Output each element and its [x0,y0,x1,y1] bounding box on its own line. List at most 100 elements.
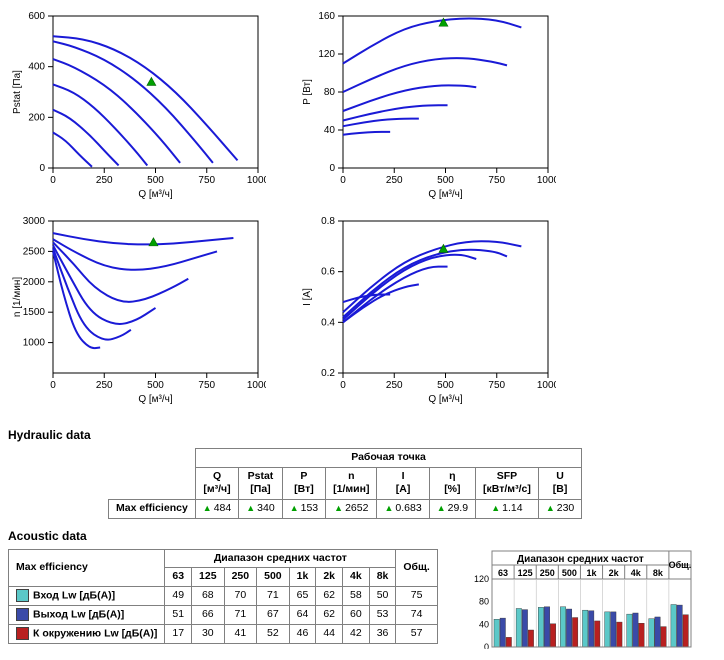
svg-text:Pstat [Па]: Pstat [Па] [12,70,23,114]
svg-text:Диапазон средних частот: Диапазон средних частот [517,554,644,565]
marker-triangle-icon: ▲ [246,503,255,513]
svg-text:40: 40 [479,619,489,629]
svg-text:2k: 2k [608,568,619,578]
svg-text:40: 40 [324,125,336,136]
svg-text:500: 500 [437,175,454,186]
chart-grid: 025050075010000200400600Q [м³/ч]Pstat [П… [8,8,716,408]
acoustic-row-label: Вход Lw [дБ(A)] [9,586,165,605]
chart-i-svg: 025050075010000.20.40.60.8Q [м³/ч]I [A] [298,213,556,405]
hydraulic-cell: ▲29.9 [429,499,475,518]
acoustic-cell: 64 [289,605,316,624]
acoustic-band-header: 63 [165,568,192,587]
acoustic-cell: 70 [224,586,257,605]
svg-text:0.8: 0.8 [321,216,335,227]
svg-text:2500: 2500 [23,246,46,257]
chart-pstat-svg: 025050075010000200400600Q [м³/ч]Pstat [П… [8,8,266,200]
svg-text:80: 80 [324,87,336,98]
svg-text:1k: 1k [586,568,597,578]
acoustic-band-header: 4k [343,568,370,587]
acoustic-cell: 71 [257,586,290,605]
hydraulic-cell: ▲230 [538,499,581,518]
hydraulic-col-header: n[1/мин] [326,467,377,499]
hydraulic-table: Рабочая точкаQ[м³/ч]Pstat[Па]P[Вт]n[1/ми… [108,448,582,519]
svg-text:Общ.: Общ. [668,560,691,570]
svg-text:0: 0 [50,380,56,391]
legend-swatch-icon [16,627,29,640]
acoustic-band-header: 2k [316,568,343,587]
legend-swatch-icon [16,608,29,621]
svg-text:250: 250 [386,175,403,186]
hydraulic-super-header: Рабочая точка [195,449,581,468]
marker-triangle-icon: ▲ [491,503,500,513]
svg-text:0: 0 [340,175,346,186]
acoustic-total-header: Общ. [396,549,437,586]
acoustic-title: Acoustic data [8,529,716,543]
acoustic-table: Max efficiencyДиапазон средних частотОбщ… [8,549,438,644]
acoustic-row-label: Выход Lw [дБ(A)] [9,605,165,624]
svg-text:250: 250 [96,175,113,186]
svg-text:0.2: 0.2 [321,368,335,379]
svg-text:750: 750 [488,175,505,186]
svg-text:750: 750 [488,380,505,391]
marker-triangle-icon: ▲ [203,503,212,513]
hydraulic-col-header: η[%] [429,467,475,499]
acoustic-band-header: 8k [369,568,396,587]
acoustic-band-header: 125 [192,568,225,587]
svg-text:0.6: 0.6 [321,267,335,278]
acoustic-cell: 65 [289,586,316,605]
svg-text:750: 750 [198,175,215,186]
acoustic-row-header: Max efficiency [9,549,165,586]
svg-text:0: 0 [50,175,56,186]
svg-text:600: 600 [28,11,45,22]
hydraulic-col-header: Pstat[Па] [239,467,282,499]
hydraulic-cell: ▲484 [195,499,238,518]
svg-text:250: 250 [386,380,403,391]
marker-triangle-icon: ▲ [384,503,393,513]
svg-text:I [A]: I [A] [302,288,313,306]
svg-text:1000: 1000 [537,380,556,391]
chart-i: 025050075010000.20.40.60.8Q [м³/ч]I [A] [298,213,558,408]
hydraulic-title: Hydraulic data [8,428,716,442]
svg-text:1000: 1000 [537,175,556,186]
svg-text:0: 0 [39,163,45,174]
acoustic-cell: 60 [343,605,370,624]
svg-text:1000: 1000 [247,380,266,391]
svg-text:63: 63 [498,568,508,578]
svg-text:n [1/мин]: n [1/мин] [12,277,23,317]
svg-text:Q [м³/ч]: Q [м³/ч] [428,189,463,200]
hydraulic-cell: ▲1.14 [476,499,539,518]
marker-triangle-icon: ▲ [334,503,343,513]
svg-text:0: 0 [329,163,335,174]
svg-text:0.4: 0.4 [321,317,335,328]
svg-text:0: 0 [484,642,489,649]
acoustic-cell: 50 [369,586,396,605]
svg-text:1500: 1500 [23,307,46,318]
acoustic-band-header: 500 [257,568,290,587]
acoustic-barchart: Диапазон средних частот631252505001k2k4k… [468,549,693,652]
svg-text:500: 500 [147,175,164,186]
hydraulic-col-header: P[Вт] [282,467,325,499]
acoustic-total-cell: 74 [396,605,437,624]
svg-text:2000: 2000 [23,277,46,288]
acoustic-total-cell: 75 [396,586,437,605]
svg-text:4k: 4k [631,568,642,578]
acoustic-cell: 66 [192,605,225,624]
svg-text:160: 160 [318,11,335,22]
acoustic-cell: 51 [165,605,192,624]
svg-text:80: 80 [479,596,489,606]
chart-n: 0250500750100010001500200025003000Q [м³/… [8,213,268,408]
acoustic-cell: 53 [369,605,396,624]
hydraulic-cell: ▲340 [239,499,282,518]
hydraulic-cell: ▲0.683 [377,499,429,518]
svg-text:120: 120 [474,574,489,584]
svg-text:1000: 1000 [247,175,266,186]
acoustic-band-header: 1k [289,568,316,587]
acoustic-cell: 68 [192,586,225,605]
svg-text:Q [м³/ч]: Q [м³/ч] [138,189,173,200]
hydraulic-row-label: Max efficiency [109,499,196,518]
svg-text:500: 500 [562,568,577,578]
chart-p: 0250500750100004080120160Q [м³/ч]P [Вт] [298,8,558,203]
hydraulic-col-header: I[A] [377,467,429,499]
hydraulic-cell: ▲2652 [326,499,377,518]
acoustic-cell: 71 [224,605,257,624]
